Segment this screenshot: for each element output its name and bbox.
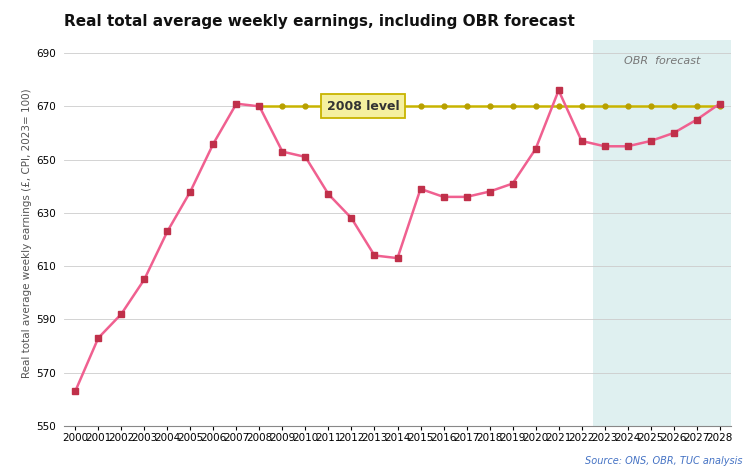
Text: 2008 level: 2008 level [327,100,399,113]
Bar [593,40,731,426]
Text: Source: ONS, OBR, TUC analysis: Source: ONS, OBR, TUC analysis [585,456,742,466]
Text: Real total average weekly earnings, including OBR forecast: Real total average weekly earnings, incl… [64,14,575,29]
Text: OBR  forecast: OBR forecast [624,56,701,66]
Y-axis label: Real total average weekly earnings (£, CPI, 2023= 100): Real total average weekly earnings (£, C… [22,88,32,378]
